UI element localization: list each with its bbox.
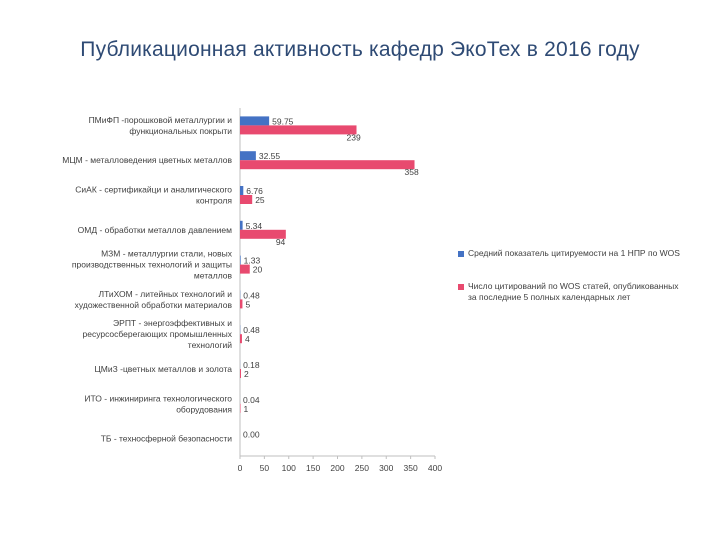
category-label: ЭРПТ - энергоэффективных и ресурсосберега… <box>83 318 233 350</box>
data-label-series-1: 0.00 <box>243 430 260 440</box>
bar-series-1 <box>240 116 270 126</box>
data-label-series-1: 0.18 <box>243 360 260 370</box>
legend-swatch-series-2 <box>458 284 464 290</box>
bar-series-2 <box>240 369 241 378</box>
data-label-series-2: 2 <box>244 369 249 379</box>
data-label-series-2: 4 <box>245 334 250 344</box>
category-label: МЗМ - металлургии стали, новых производст… <box>72 249 233 281</box>
legend-label-series-2: Число цитирований по WOS статей, опублик… <box>468 281 679 302</box>
category-label-line: художественной обработки материалов <box>75 300 233 310</box>
data-label-series-1: 59.75 <box>272 116 294 126</box>
data-label-series-2: 25 <box>255 195 265 205</box>
category-label-line: ЦМиЗ -цветных металлов и золота <box>95 364 233 374</box>
category-label-line: ПМиФП -порошковой металлургии и <box>89 115 233 125</box>
x-tick-label: 0 <box>238 463 243 473</box>
category-label-line: технологий <box>188 340 232 350</box>
chart-title: Публикационная активность кафедр ЭкоТех … <box>80 38 640 61</box>
x-tick-label: 300 <box>379 463 393 473</box>
legend-item-series-1: Средний показатель цитируемости на 1 НПР… <box>458 248 688 259</box>
category-label: ЛТиХОМ - литейных технологий и художестве… <box>75 289 233 310</box>
bar-series-1 <box>240 220 243 230</box>
category-label-line: ресурсосберегающих промышленных <box>83 329 233 339</box>
x-tick-label: 100 <box>282 463 296 473</box>
bar-series-2 <box>240 160 415 170</box>
data-label-series-1: 1.33 <box>244 256 261 266</box>
legend-swatch-series-1 <box>458 251 464 257</box>
data-label-series-2: 5 <box>245 299 250 309</box>
data-label-series-1: 0.48 <box>243 325 260 335</box>
data-label-series-2: 1 <box>243 404 248 414</box>
category-label: СиАК - сертификайци и аналигического конт… <box>75 185 232 206</box>
x-tick-label: 400 <box>428 463 442 473</box>
category-label-line: функциональных покрыти <box>129 126 232 136</box>
category-label: ИТО - инжиниринга технологического оборуд… <box>84 393 232 414</box>
category-label-line: производственных технологий и защиты <box>72 260 232 270</box>
category-label-line: СиАК - сертификайци и аналигического <box>75 185 232 195</box>
bar-series-1 <box>240 186 244 195</box>
legend: Средний показатель цитируемости на 1 НПР… <box>458 248 688 325</box>
data-label-series-2: 358 <box>405 167 419 177</box>
bar-series-2 <box>240 195 253 204</box>
data-label-series-2: 20 <box>253 265 263 275</box>
category-label-line: ОМД - обработки металлов давлением <box>78 225 232 235</box>
legend-label-series-1: Средний показатель цитируемости на 1 НПР… <box>468 248 680 258</box>
category-label-line: оборудования <box>176 404 232 414</box>
x-tick-label: 250 <box>355 463 369 473</box>
x-tick-label: 50 <box>260 463 270 473</box>
bar-series-1 <box>240 255 241 265</box>
legend-item-series-2: Число цитирований по WOS статей, опублик… <box>458 281 688 303</box>
category-label-line: контроля <box>196 196 232 206</box>
x-tick-label: 350 <box>404 463 418 473</box>
x-tick-label: 150 <box>306 463 320 473</box>
category-label: ТБ - техносферной безопасности <box>101 434 233 444</box>
category-label: ЦМиЗ -цветных металлов и золота <box>95 364 233 374</box>
bar-series-2 <box>240 229 286 239</box>
category-label-line: ЭРПТ - энергоэффективных и <box>113 318 232 328</box>
category-label: ОМД - обработки металлов давлением <box>78 225 232 235</box>
bar-series-2 <box>240 125 357 135</box>
category-label-line: ТБ - техносферной безопасности <box>101 434 233 444</box>
data-label-series-2: 239 <box>347 132 361 142</box>
data-label-series-2: 94 <box>276 237 286 247</box>
category-label-line: МЦМ - металловедения цветных металлов <box>62 155 232 165</box>
x-tick-label: 200 <box>330 463 344 473</box>
category-label-line: ЛТиХОМ - литейных технологий и <box>99 289 233 299</box>
bar-series-2 <box>240 264 250 274</box>
category-label: МЦМ - металловедения цветных металлов <box>62 155 232 165</box>
bar-series-2 <box>240 334 242 344</box>
category-label: ПМиФП -порошковой металлургии и функциона… <box>89 115 233 136</box>
data-label-series-1: 0.04 <box>243 395 260 405</box>
category-label-line: МЗМ - металлургии стали, новых <box>101 249 233 259</box>
bar-series-2 <box>240 299 243 309</box>
data-label-series-1: 32.55 <box>259 151 281 161</box>
category-label-line: ИТО - инжиниринга технологического <box>84 393 232 403</box>
data-label-series-1: 6.76 <box>246 186 263 196</box>
data-label-series-1: 0.48 <box>243 290 260 300</box>
data-label-series-1: 5.34 <box>246 221 263 231</box>
bar-series-1 <box>240 151 256 161</box>
category-label-line: металлов <box>194 271 233 281</box>
